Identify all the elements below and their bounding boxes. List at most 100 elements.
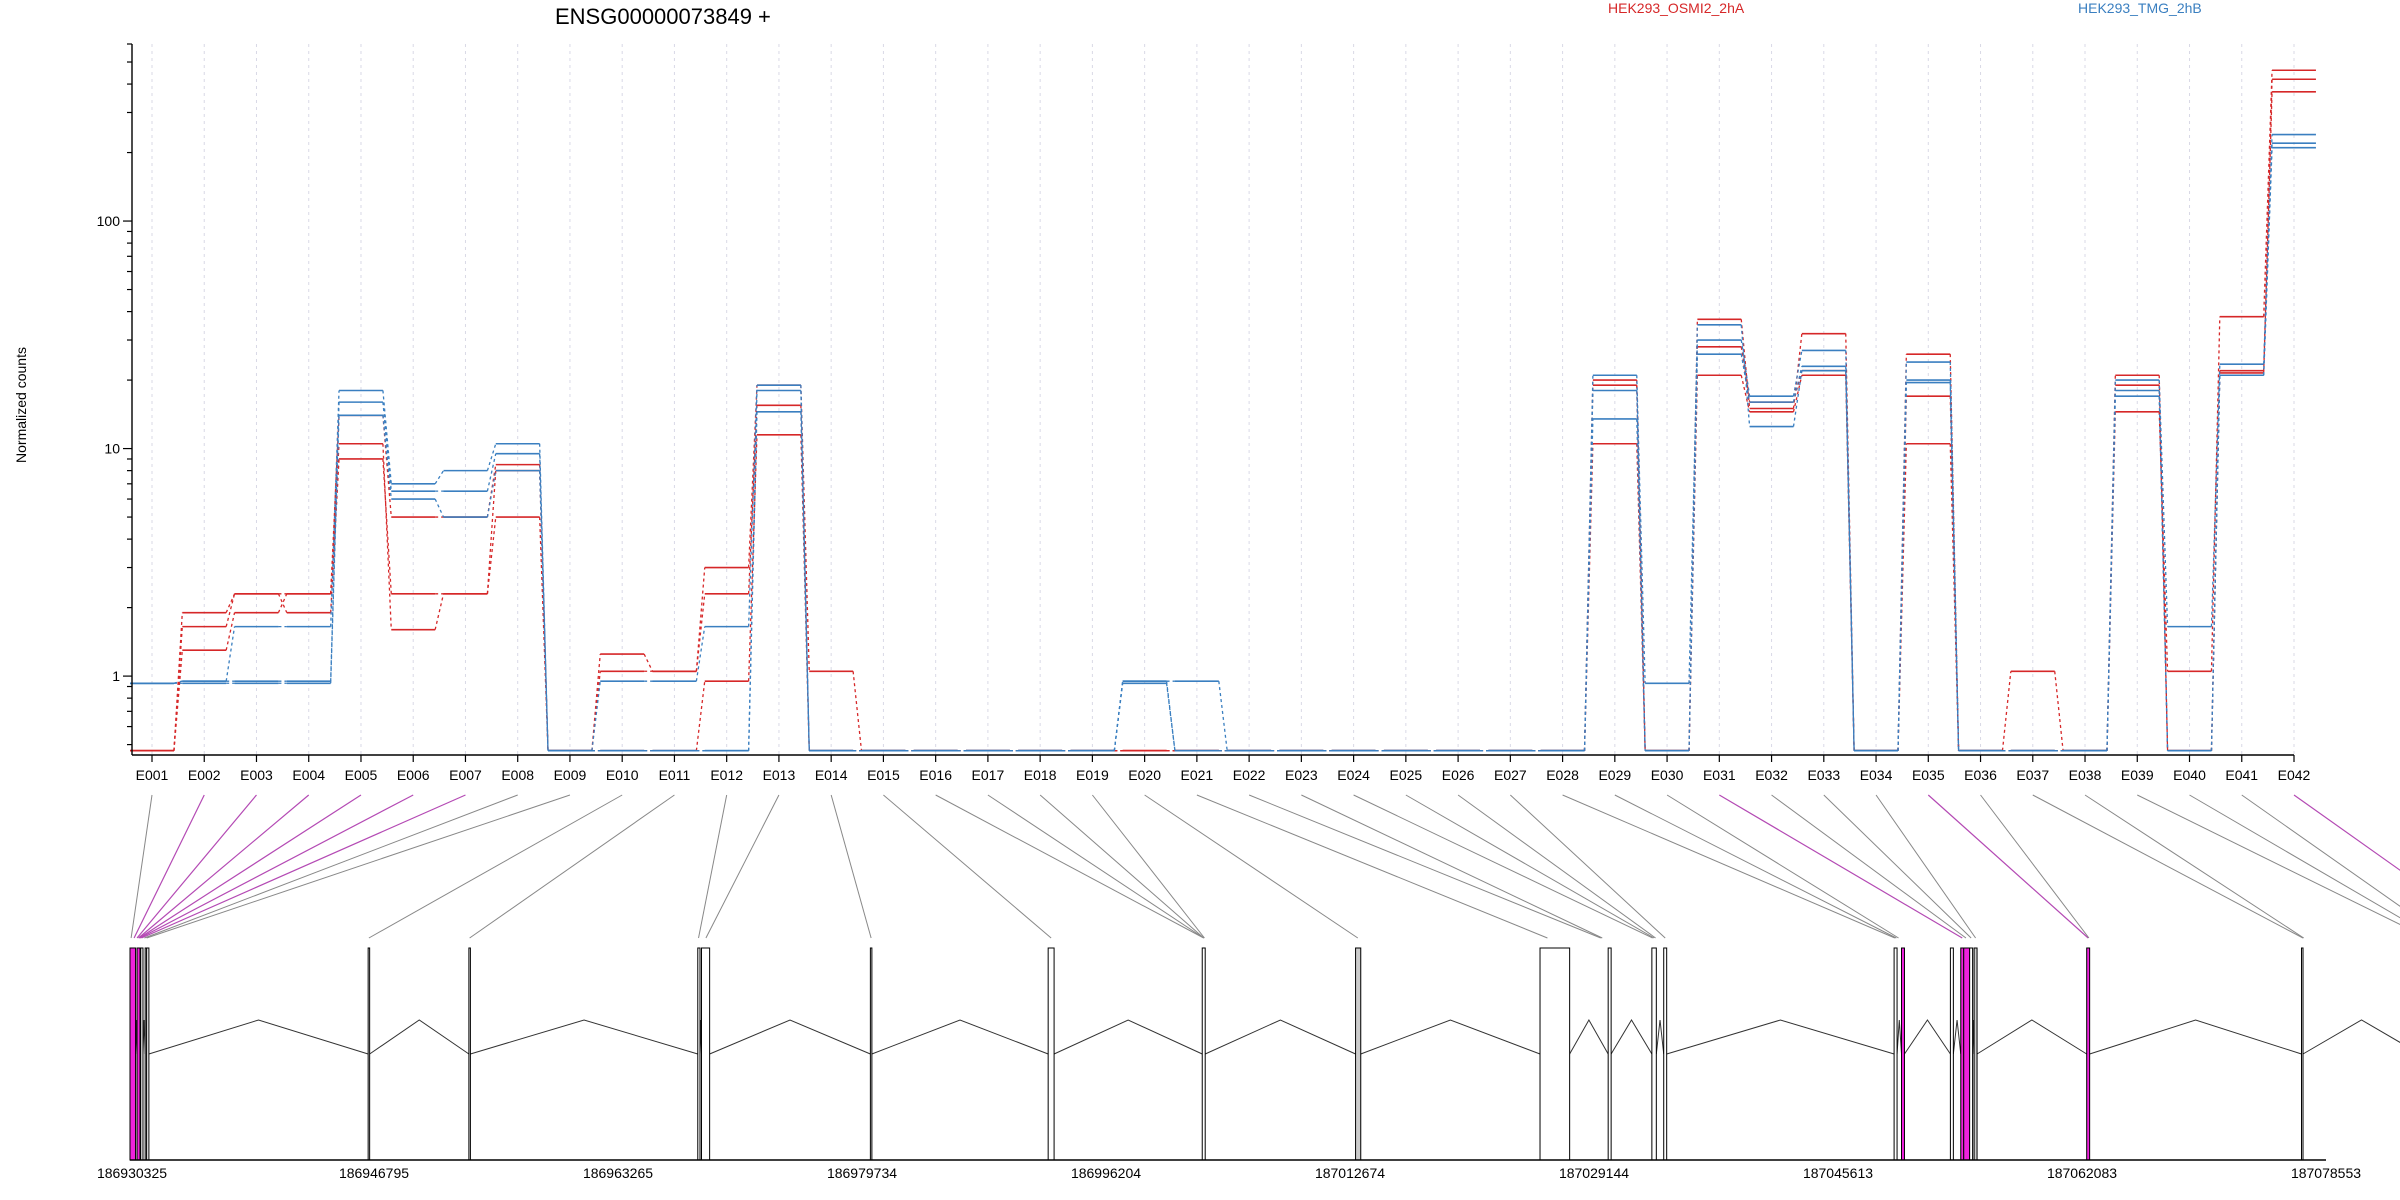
series-connector [173, 650, 183, 751]
series-connector [2210, 375, 2221, 751]
intron [871, 1019, 1049, 1055]
series-connector [747, 385, 758, 627]
x-tick-label: E022 [1233, 767, 1266, 783]
genomic-axis-label: 186930325 [97, 1165, 167, 1181]
exon-connector [138, 794, 362, 939]
genomic-axis-label: 187012674 [1315, 1165, 1385, 1181]
intron [369, 1019, 470, 1055]
genomic-axis-label: 187029144 [1559, 1165, 1629, 1181]
series-connector [434, 593, 445, 630]
x-tick-label: E019 [1076, 767, 1109, 783]
series-connector [277, 593, 288, 613]
series-connector [382, 402, 392, 492]
series-connector [486, 443, 497, 471]
x-tick-label: E042 [2278, 767, 2311, 783]
exon-box [146, 947, 150, 1161]
intron [470, 1019, 698, 1055]
exon-connector [705, 794, 780, 939]
x-tick-label: E006 [397, 767, 430, 783]
x-tick-label: E037 [2016, 767, 2049, 783]
series-connector [1113, 683, 1124, 751]
series-2 [130, 90, 2316, 752]
x-tick-label: E040 [2173, 767, 2206, 783]
series-connector [1165, 683, 1176, 751]
series-connector [695, 567, 706, 672]
series-connector [330, 415, 340, 684]
exon-connector [1771, 794, 1967, 939]
x-tick-label: E016 [919, 767, 952, 783]
x-tick-label: E036 [1964, 767, 1997, 783]
genomic-axis-label: 187062083 [2047, 1165, 2117, 1181]
y-tick-label: 10 [104, 441, 120, 457]
exon-connector [1927, 794, 2089, 939]
exon-connector [2293, 794, 2400, 871]
series-connector [330, 402, 340, 682]
exon-connectors [130, 794, 2400, 939]
exon-box [1901, 947, 1905, 1161]
x-tick-label: E005 [345, 767, 378, 783]
exon-connector [1457, 794, 1656, 939]
x-tick-label: E018 [1024, 767, 1057, 783]
series-connector [747, 411, 758, 751]
x-tick-label: E012 [710, 767, 743, 783]
series-connector [382, 458, 392, 594]
exon-box [1651, 947, 1657, 1161]
series-connector [486, 470, 497, 518]
intron [1952, 1019, 1962, 1055]
x-tick-label: E020 [1128, 767, 1161, 783]
series-lines [130, 69, 2316, 752]
intron [1666, 1019, 1895, 1055]
series-connector [1792, 375, 1803, 413]
exon-connector [368, 794, 623, 939]
x-tick-label: E041 [2225, 767, 2258, 783]
x-ticks: E001 E002 E003 E004 E005 E006 E007 E008 E009 E010… [136, 755, 2311, 783]
series-connector [1218, 681, 1228, 751]
intron [2089, 1019, 2302, 1055]
series-connector [800, 411, 810, 751]
series-connector [1792, 370, 1803, 427]
series-connector [747, 434, 758, 682]
exon-connector [1510, 794, 1666, 939]
exon-connector [830, 794, 872, 939]
x-tick-label: E010 [606, 767, 639, 783]
intron [1569, 1018, 1609, 1055]
series-connector [1688, 340, 1699, 684]
exon-connector [136, 794, 257, 939]
series-connector [2001, 671, 2012, 751]
series-1 [130, 78, 2316, 752]
series-connector [2210, 370, 2221, 751]
series-connector [225, 612, 236, 651]
x-tick-label: E002 [188, 767, 221, 783]
series-connector [2210, 364, 2221, 627]
intron [709, 1019, 871, 1055]
series-connector [1583, 443, 1594, 751]
series-connector [434, 470, 445, 485]
exon-connector [1666, 794, 1899, 939]
series-connector [695, 593, 706, 672]
series-connector [591, 681, 601, 751]
x-tick-label: E009 [554, 767, 587, 783]
series-connector [2158, 396, 2169, 751]
series-connector [2158, 380, 2169, 627]
series-connector [1636, 418, 1646, 751]
y-axis-label: Normalized counts [13, 347, 29, 463]
series-connector [1845, 366, 1855, 751]
legend-entry-osmi2: HEK293_OSMI2_2hA [1608, 0, 1745, 16]
exon-connector [2241, 794, 2400, 907]
series-connector [173, 612, 183, 751]
series-connector [330, 458, 340, 613]
x-tick-label: E014 [815, 767, 848, 783]
exon-box [1201, 947, 1206, 1161]
series-connector [1583, 418, 1594, 751]
series-3 [130, 133, 2316, 752]
exon-box [1893, 947, 1898, 1161]
series-connector [277, 593, 288, 613]
y-ticks: 1 10 100 [97, 43, 132, 746]
exon-connector [1353, 794, 1653, 939]
exon-connector [935, 794, 1204, 939]
exon-connector [1614, 794, 1897, 939]
y-tick-label: 1 [112, 668, 120, 684]
exon-connector [2084, 794, 2305, 939]
intron [1904, 1019, 1951, 1055]
